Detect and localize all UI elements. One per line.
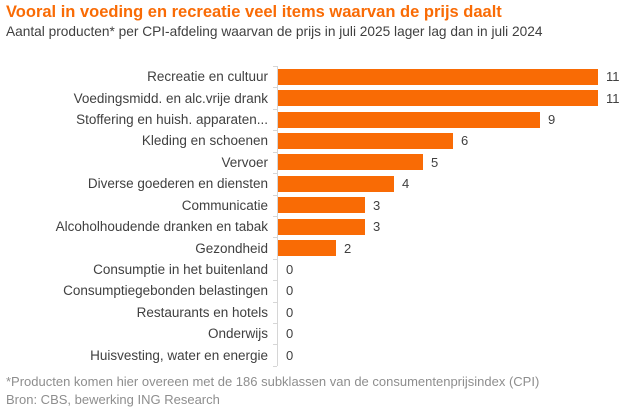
bar-cell: 11	[273, 66, 626, 88]
bar-cell: 2	[273, 237, 626, 259]
category-label: Consumptiegebonden belastingen	[63, 283, 268, 299]
value-label: 9	[548, 112, 556, 128]
bar-cell: 11	[273, 87, 626, 109]
category-label: Vervoer	[221, 154, 268, 170]
value-label: 5	[431, 154, 439, 170]
bar-cell: 6	[273, 130, 626, 152]
bar-cell: 3	[273, 194, 626, 216]
value-label: 6	[461, 133, 469, 149]
category-label: Restaurants en hotels	[136, 304, 268, 320]
bar	[278, 240, 336, 257]
category-label: Stoffering en huish. apparaten...	[76, 112, 268, 128]
category-label: Kleding en schoenen	[141, 133, 268, 149]
value-label: 0	[286, 326, 294, 342]
value-label: 4	[402, 176, 410, 192]
bar-cell: 0	[273, 280, 626, 302]
chart-row: Kleding en schoenen 6	[0, 130, 626, 152]
bar-cell: 3	[273, 215, 626, 238]
bar	[278, 154, 423, 171]
value-label: 0	[286, 304, 294, 320]
category-label: Onderwijs	[207, 326, 268, 342]
bar-cell: 0	[273, 301, 626, 324]
bar	[278, 68, 598, 85]
bar-cell: 5	[273, 151, 626, 174]
category-label: Voedingsmidd. en alc.vrije drank	[73, 90, 268, 106]
value-label: 3	[373, 197, 381, 213]
value-label: 0	[286, 262, 294, 277]
category-label: Consumptie in het buitenland	[93, 262, 268, 277]
value-label: 2	[344, 240, 352, 256]
bar	[278, 90, 598, 107]
chart-row: Vervoer 5	[0, 151, 626, 174]
chart-row: Consumptiegebonden belastingen 0	[0, 280, 626, 302]
category-label: Alcoholhoudende dranken en tabak	[55, 219, 268, 235]
value-label: 11	[606, 90, 620, 106]
value-label: 11	[606, 69, 620, 85]
bar	[278, 132, 453, 149]
chart-row: Voedingsmidd. en alc.vrije drank 11	[0, 87, 626, 109]
bar	[278, 218, 365, 235]
bar-cell: 0	[273, 258, 626, 281]
category-label: Communicatie	[181, 197, 268, 213]
footnote: *Producten komen hier overeen met de 186…	[6, 374, 540, 389]
bar-cell: 4	[273, 173, 626, 195]
bar	[278, 197, 365, 214]
chart-row: Huisvesting, water en energie 0	[0, 344, 626, 368]
bar-chart: Recreatie en cultuur 11 Voedingsmidd. en a…	[0, 66, 626, 368]
value-label: 0	[286, 283, 294, 299]
chart-row: Recreatie en cultuur 11	[0, 66, 626, 88]
bar-cell: 0	[273, 323, 626, 345]
bar-cell: 0	[273, 344, 626, 368]
chart-subtitle: Aantal producten* per CPI-afdeling waarv…	[6, 24, 543, 39]
bar-cell: 9	[273, 108, 626, 131]
category-label: Recreatie en cultuur	[147, 69, 268, 85]
chart-row: Restaurants en hotels 0	[0, 301, 626, 324]
value-label: 0	[286, 347, 294, 363]
category-label: Gezondheid	[195, 240, 268, 256]
chart-row: Diverse goederen en diensten 4	[0, 173, 626, 195]
chart-row: Stoffering en huish. apparaten... 9	[0, 108, 626, 131]
source-credit: Bron: CBS, bewerking ING Research	[6, 392, 220, 407]
chart-row: Consumptie in het buitenland 0	[0, 258, 626, 281]
chart-title: Vooral in voeding en recreatie veel item…	[6, 3, 502, 21]
category-label: Diverse goederen en diensten	[87, 176, 268, 192]
bar	[278, 175, 394, 192]
bar	[278, 111, 540, 128]
chart-row: Gezondheid 2	[0, 237, 626, 259]
chart-row: Alcoholhoudende dranken en tabak 3	[0, 215, 626, 238]
category-label: Huisvesting, water en energie	[90, 347, 268, 363]
chart-row: Communicatie 3	[0, 194, 626, 216]
chart-row: Onderwijs 0	[0, 323, 626, 345]
value-label: 3	[373, 219, 381, 235]
